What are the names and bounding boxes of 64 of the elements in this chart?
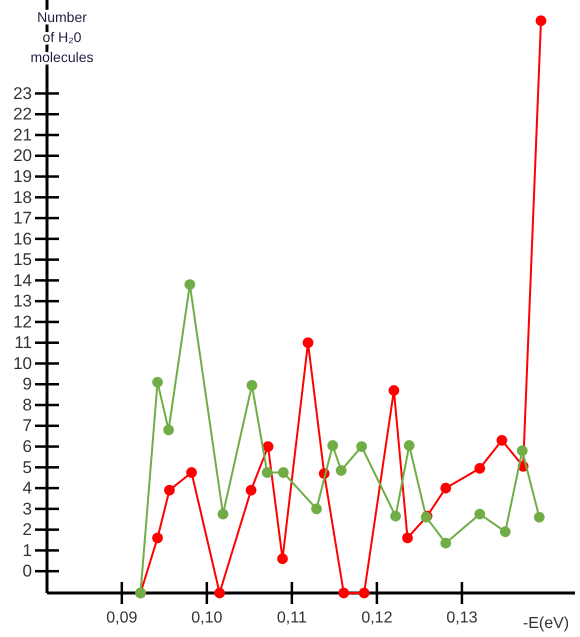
y-tick-label: 16 bbox=[13, 229, 32, 248]
point bbox=[311, 504, 322, 514]
point bbox=[246, 484, 256, 496]
point bbox=[500, 526, 511, 538]
x-tick-label: 0,09 bbox=[106, 609, 138, 626]
y-tick-label: 19 bbox=[13, 166, 32, 186]
x-tick-label: 0,13 bbox=[446, 609, 478, 626]
y-tick-label: 17 bbox=[13, 208, 32, 228]
point bbox=[388, 385, 400, 396]
point bbox=[262, 467, 273, 478]
y-tick-label: 15 bbox=[13, 250, 32, 270]
x-axis-title: -E(eV) bbox=[522, 615, 570, 632]
point bbox=[356, 441, 367, 452]
y-tick-label: 1 bbox=[22, 540, 32, 560]
point bbox=[152, 376, 163, 388]
point bbox=[440, 482, 452, 494]
y-tick-label: 10 bbox=[13, 354, 32, 373]
point bbox=[246, 380, 258, 391]
point bbox=[152, 532, 163, 544]
point bbox=[336, 465, 347, 476]
y-tick-label: 2 bbox=[22, 520, 32, 540]
y-tick-label: 18 bbox=[13, 188, 32, 207]
point bbox=[390, 510, 401, 522]
y-tick-label: 13 bbox=[13, 292, 32, 311]
y-tick-label: 4 bbox=[22, 478, 32, 498]
point bbox=[278, 467, 289, 478]
y-tick-label: 8 bbox=[22, 395, 32, 414]
y-tick-label: 9 bbox=[22, 374, 32, 394]
y-tick-label: 12 bbox=[13, 312, 32, 332]
point bbox=[402, 532, 413, 544]
y-tick-label: 7 bbox=[22, 416, 32, 436]
point bbox=[277, 553, 288, 564]
y-tick-label: 20 bbox=[13, 146, 32, 166]
y-tick-label: 14 bbox=[13, 270, 32, 290]
point bbox=[218, 508, 228, 520]
x-tick-label: 0,11 bbox=[276, 609, 307, 626]
point bbox=[164, 484, 175, 496]
point bbox=[302, 337, 314, 348]
point bbox=[186, 467, 197, 478]
point bbox=[536, 15, 546, 26]
point bbox=[214, 588, 225, 598]
point bbox=[327, 440, 338, 451]
point bbox=[496, 434, 508, 446]
point bbox=[184, 279, 196, 290]
point bbox=[474, 463, 486, 474]
point bbox=[262, 441, 274, 452]
point bbox=[163, 424, 174, 436]
point bbox=[338, 588, 350, 598]
point bbox=[440, 538, 452, 548]
y-tick-label: 21 bbox=[13, 125, 32, 144]
point bbox=[358, 588, 370, 598]
point bbox=[516, 445, 528, 456]
y-tick-label: 11 bbox=[14, 333, 32, 352]
point bbox=[534, 512, 545, 523]
y-tick-label: 6 bbox=[22, 437, 32, 456]
y-tick-label: 0 bbox=[22, 562, 32, 581]
y-tick-label: 5 bbox=[22, 458, 32, 477]
x-tick-label: 0,12 bbox=[361, 609, 393, 626]
y-tick-label: 22 bbox=[13, 104, 32, 124]
y-tick-label: 3 bbox=[22, 499, 32, 518]
point bbox=[404, 440, 415, 451]
point bbox=[474, 508, 486, 520]
y-tick-label: 23 bbox=[13, 84, 32, 103]
x-tick-label: 0,10 bbox=[191, 609, 223, 626]
